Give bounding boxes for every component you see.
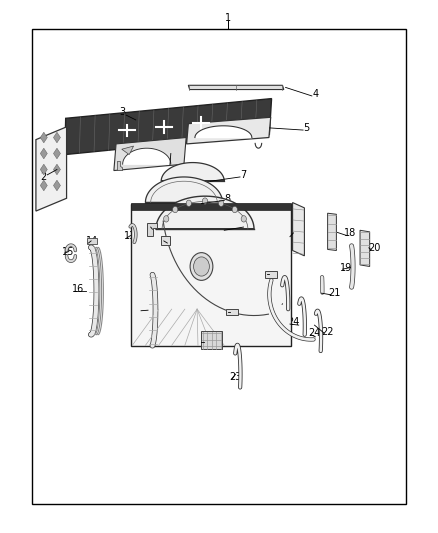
Circle shape (190, 253, 213, 280)
Text: 24: 24 (279, 298, 292, 308)
Polygon shape (122, 146, 134, 155)
Text: 24: 24 (287, 318, 300, 327)
Circle shape (173, 206, 178, 213)
Circle shape (232, 206, 237, 213)
Text: 26: 26 (199, 335, 211, 345)
Text: 21: 21 (328, 288, 340, 298)
Text: 7: 7 (240, 170, 246, 180)
Polygon shape (40, 180, 47, 191)
Text: 5: 5 (304, 123, 310, 133)
Text: 24: 24 (308, 328, 321, 338)
Polygon shape (328, 213, 336, 251)
Polygon shape (87, 238, 97, 244)
Text: 16: 16 (72, 284, 84, 294)
Bar (265, 271, 277, 278)
Text: 17: 17 (138, 304, 151, 314)
Polygon shape (131, 204, 291, 346)
Text: 20: 20 (368, 243, 381, 253)
Polygon shape (117, 161, 123, 171)
Polygon shape (40, 132, 47, 143)
Text: 14: 14 (86, 236, 98, 246)
Polygon shape (161, 163, 224, 181)
Text: 18: 18 (344, 229, 357, 238)
Text: 19: 19 (340, 263, 352, 272)
Polygon shape (36, 127, 67, 211)
Circle shape (194, 257, 209, 276)
Circle shape (241, 216, 247, 222)
Text: 4: 4 (312, 90, 318, 99)
Text: 15: 15 (62, 247, 74, 256)
Text: 13: 13 (124, 231, 137, 240)
Text: 22: 22 (321, 327, 334, 336)
Text: 25: 25 (225, 305, 237, 315)
Bar (201, 331, 222, 349)
Polygon shape (53, 148, 60, 159)
Polygon shape (65, 99, 272, 155)
Text: 2: 2 (40, 172, 46, 182)
Polygon shape (156, 196, 254, 229)
Polygon shape (53, 180, 60, 191)
Polygon shape (187, 117, 271, 144)
Bar (226, 309, 238, 315)
Polygon shape (161, 236, 170, 245)
Polygon shape (147, 223, 157, 236)
Polygon shape (53, 164, 60, 175)
Polygon shape (40, 164, 47, 175)
Text: 6: 6 (163, 158, 170, 167)
Polygon shape (145, 177, 223, 203)
Circle shape (202, 198, 208, 204)
Polygon shape (53, 132, 60, 143)
Polygon shape (40, 148, 47, 159)
Text: 10: 10 (287, 230, 300, 239)
Polygon shape (123, 148, 171, 164)
Polygon shape (188, 85, 284, 90)
Text: 23: 23 (230, 373, 242, 382)
Text: 8: 8 (225, 194, 231, 204)
Text: 1: 1 (225, 13, 231, 23)
Circle shape (219, 200, 224, 206)
Polygon shape (114, 138, 186, 171)
Bar (131, 203, 291, 210)
Text: 9: 9 (244, 220, 251, 230)
Circle shape (163, 216, 169, 222)
Bar (32, 29, 406, 504)
Text: 12: 12 (148, 220, 160, 230)
Text: 11: 11 (165, 236, 177, 246)
Polygon shape (293, 203, 304, 256)
Text: 25: 25 (264, 268, 276, 278)
Polygon shape (195, 126, 252, 138)
Polygon shape (360, 230, 370, 266)
Text: 3: 3 (120, 107, 126, 117)
Circle shape (186, 200, 191, 206)
